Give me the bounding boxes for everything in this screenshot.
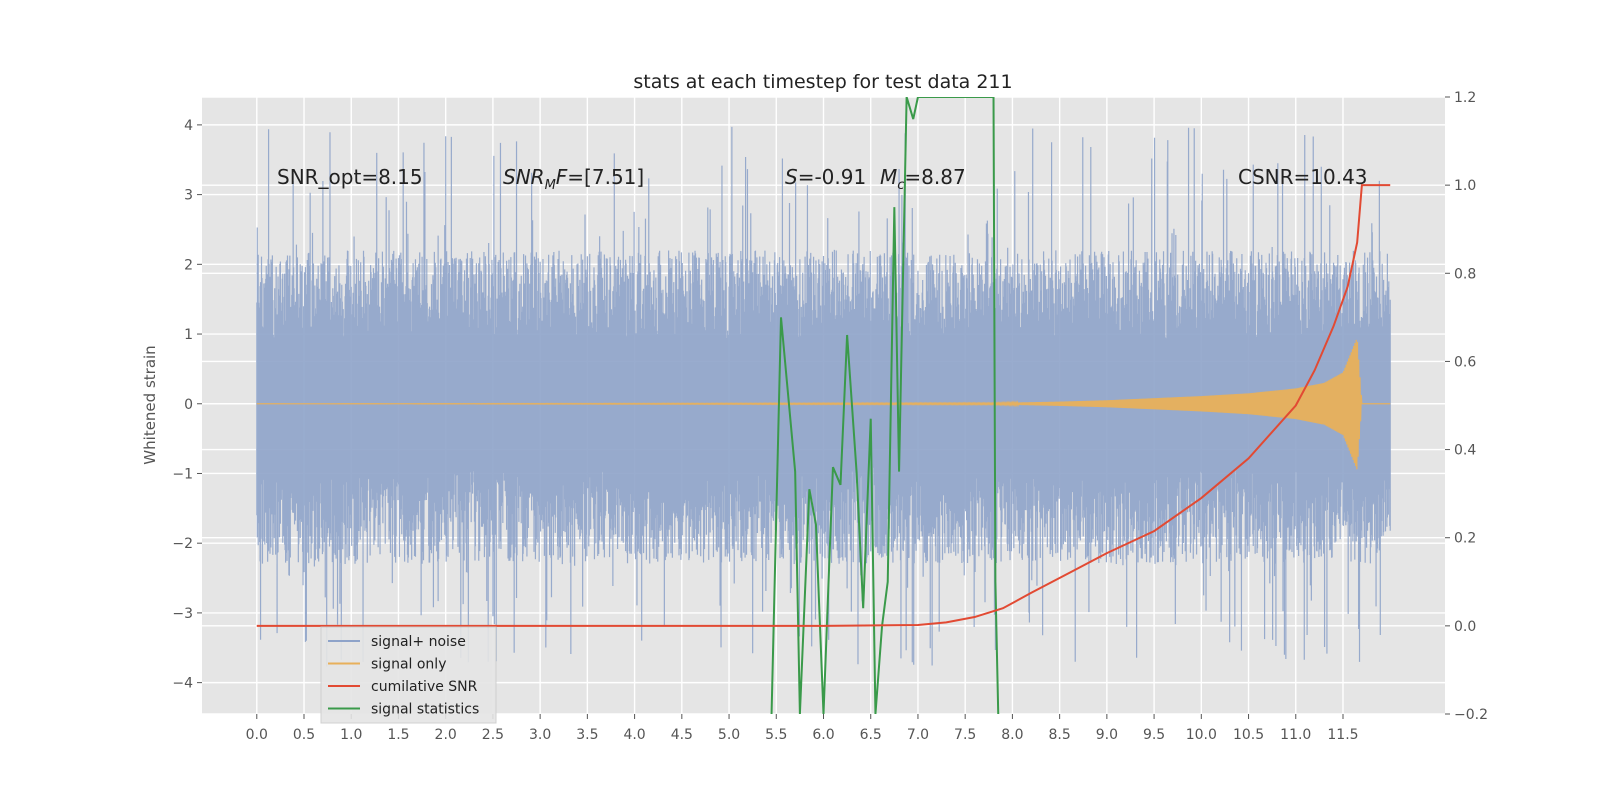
y-tick-label: −1 <box>172 466 193 482</box>
x-tick-label: 11.5 <box>1327 727 1358 743</box>
y-tick-label: 1 <box>184 327 193 343</box>
x-tick-label: 2.5 <box>482 727 504 743</box>
x-tick-label: 10.0 <box>1186 727 1217 743</box>
x-tick-label: 8.5 <box>1048 727 1070 743</box>
x-tick-label: 1.0 <box>340 727 362 743</box>
x-tick-label: 0.5 <box>293 727 315 743</box>
x-tick-label: 4.5 <box>671 727 693 743</box>
x-tick-label: 9.0 <box>1096 727 1118 743</box>
legend-label: signal statistics <box>371 702 479 718</box>
x-tick-label: 1.5 <box>387 727 409 743</box>
y-tick-label: 4 <box>184 118 193 134</box>
series-signal-only <box>256 339 1391 470</box>
y-right-tick-label: 0.6 <box>1454 354 1476 370</box>
x-tick-label: 9.5 <box>1143 727 1165 743</box>
x-tick-label: 5.0 <box>718 727 740 743</box>
annotation-snr-mf: SNRMF=[7.51] <box>503 165 644 193</box>
legend-label: signal only <box>371 657 446 673</box>
y-tick-label: 0 <box>184 397 193 413</box>
y-right-tick-label: 0.0 <box>1454 619 1476 635</box>
x-tick-label: 8.0 <box>1001 727 1023 743</box>
x-tick-label: 3.0 <box>529 727 551 743</box>
y-tick-label: 3 <box>184 188 193 204</box>
chart-title: stats at each timestep for test data 211 <box>633 71 1012 93</box>
series-cumulative-snr <box>256 184 1391 627</box>
y-axis-label: Whitened strain <box>141 345 159 464</box>
y-tick-label: −4 <box>172 676 193 692</box>
y-right-tick-label: 1.2 <box>1454 90 1476 106</box>
y-right-tick-label: 0.8 <box>1454 266 1476 282</box>
legend-box <box>320 626 497 724</box>
x-tick-label: 6.0 <box>812 727 834 743</box>
legend: signal+ noise signal only cumilative SNR si… <box>320 626 497 724</box>
series-signal-noise <box>256 126 1391 667</box>
y-tick-label: −2 <box>172 536 193 552</box>
series-layer <box>256 97 1391 714</box>
legend-label: signal+ noise <box>371 634 466 650</box>
annotation-mc: Mc=8.87 <box>880 165 966 193</box>
y-right-tick-label: −0.2 <box>1454 707 1488 723</box>
x-tick-label: 7.5 <box>954 727 976 743</box>
y-right-tick-label: 0.2 <box>1454 531 1476 547</box>
x-tick-label: 2.0 <box>435 727 457 743</box>
legend-label: cumilative SNR <box>371 679 478 695</box>
y-tick-label: −3 <box>172 606 193 622</box>
annotation-csnr: CSNR=10.43 <box>1238 165 1368 189</box>
series-signal-statistics <box>770 97 1000 714</box>
x-tick-label: 3.5 <box>576 727 598 743</box>
y-tick-label: 2 <box>184 257 193 273</box>
annotation-snr-mf-value: =[7.51] <box>567 165 644 189</box>
x-tick-label: 7.0 <box>907 727 929 743</box>
annotation-snr-opt: SNR_opt=8.15 <box>277 165 423 189</box>
y-right-tick-label: 0.4 <box>1454 443 1476 459</box>
annotation-mc-value: =8.87 <box>904 165 965 189</box>
x-tick-label: 5.5 <box>765 727 787 743</box>
annotation-s-stat: S=-0.91 <box>785 165 866 189</box>
x-tick-label: 4.0 <box>623 727 645 743</box>
tick-labels: 0.0 0.5 1.0 1.5 2.0 2.5 3.0 3.5 4.0 4.5 5.0 5.5 6.0 6… <box>172 90 1488 743</box>
x-tick-label: 0.0 <box>246 727 268 743</box>
x-tick-label: 6.5 <box>860 727 882 743</box>
x-tick-label: 10.5 <box>1233 727 1264 743</box>
y-right-tick-label: 1.0 <box>1454 178 1476 194</box>
x-tick-label: 11.0 <box>1280 727 1311 743</box>
annotation-s-value: =-0.91 <box>798 165 867 189</box>
